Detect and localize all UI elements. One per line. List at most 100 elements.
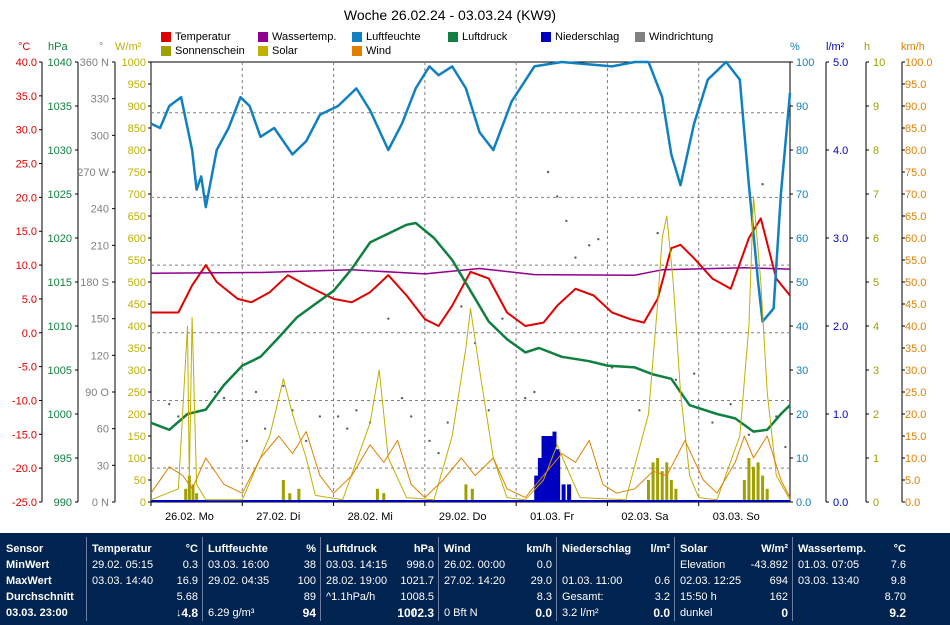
- stats-column-header: Luftdruck hPa: [326, 541, 438, 557]
- windrichtung-point: [674, 378, 678, 381]
- windrichtung-point: [460, 305, 463, 308]
- stats-row: Elevation -43.892: [680, 557, 792, 573]
- rain-tick-label: 3.0: [833, 233, 848, 245]
- series-layer: [150, 60, 792, 501]
- wind-tick-label: 95.0: [905, 79, 926, 91]
- sonnenschein-bar: [765, 488, 769, 502]
- solar-tick-label: 650: [128, 211, 146, 223]
- sun-tick-label: 10: [873, 57, 885, 69]
- solar-tick-label: 250: [128, 387, 146, 399]
- sun-tick-label: 2: [873, 409, 879, 421]
- humidity-tick-label: 40: [796, 321, 808, 333]
- wind-tick-label: 85.0: [905, 123, 926, 135]
- pressure-tick-label: 1010: [48, 321, 72, 333]
- stats-column-separator: [792, 537, 793, 621]
- stats-column-title: Solar: [680, 543, 708, 555]
- sun-tick-label: 3: [873, 365, 879, 377]
- sun-tick-label: 7: [873, 189, 879, 201]
- stats-value: 38: [303, 559, 316, 571]
- pressure-tick-label: 1040: [48, 57, 72, 69]
- stats-label: MinWert: [6, 559, 50, 571]
- series-line-luftdruck: [150, 221, 791, 433]
- pressure-tick-label: 1005: [48, 365, 72, 377]
- stats-value: 94: [302, 606, 316, 620]
- sonnenschein-bar: [751, 466, 755, 502]
- solar-tick-label: 0: [140, 497, 146, 509]
- stats-column-unit: %: [306, 543, 316, 555]
- temp-tick-label: 35.0: [16, 91, 37, 103]
- direction-tick-label: 240: [91, 204, 109, 216]
- temp-tick-label: 30.0: [16, 125, 37, 137]
- series-line-wind: [150, 431, 791, 499]
- pressure-tick-label: 990: [54, 497, 72, 509]
- sonnenschein-bar: [660, 471, 664, 502]
- temp-unit-label: °C: [18, 41, 30, 53]
- stats-row: 27.02. 14:20 29.0: [444, 573, 556, 589]
- stats-row: 03.03. 16:00 38: [208, 557, 320, 573]
- stats-row: 02.03. 12:25 694: [680, 573, 792, 589]
- stats-column-title: Sensor: [6, 543, 44, 555]
- stats-row: 03.03. 14:40 16.9: [92, 573, 202, 589]
- windrichtung-point: [574, 256, 577, 259]
- x-axis-labels: 26.02. Mo 27.02. Di 28.02. Mi 29.02. Do 01.0…: [150, 502, 760, 523]
- temp-tick-label: 20.0: [16, 192, 37, 204]
- legend-label: Sonnenschein: [175, 45, 245, 57]
- stats-column-title: Temperatur: [92, 543, 152, 555]
- sonnenschein-bar: [288, 493, 292, 502]
- stats-row: 26.02. 00:00 0.0: [444, 557, 556, 573]
- windrichtung-point: [597, 238, 600, 241]
- sonnenschein-bar: [747, 458, 751, 502]
- sun-tick-label: 8: [873, 145, 879, 157]
- stats-column-header: Temperatur °C: [92, 541, 202, 557]
- direction-tick-label: 60: [97, 424, 109, 436]
- sonnenschein-bar: [761, 475, 765, 502]
- stats-value: 89: [303, 591, 316, 603]
- windrichtung-point: [263, 427, 267, 430]
- solar-tick-label: 400: [128, 321, 146, 333]
- legend-swatch: [635, 32, 645, 42]
- legend-label: Wind: [366, 45, 392, 57]
- wind-tick-label: 50.0: [905, 277, 926, 289]
- wind-unit-label: km/h: [901, 41, 925, 53]
- sun-unit-label: h: [864, 41, 870, 53]
- sonnenschein-bar: [382, 493, 386, 502]
- stats-column-unit: °C: [185, 543, 198, 555]
- windrichtung-point: [318, 415, 322, 418]
- humidity-unit-label: %: [790, 41, 800, 53]
- stats-value: 8.3: [536, 591, 552, 603]
- solar-tick-label: 500: [128, 277, 146, 289]
- pressure-unit-label: hPa: [48, 41, 68, 53]
- pressure-tick-label: 1030: [48, 145, 72, 157]
- windrichtung-point: [282, 384, 285, 388]
- stats-value: 3.2: [654, 591, 670, 603]
- wind-tick-label: 25.0: [905, 387, 926, 399]
- humidity-tick-label: 70: [796, 189, 808, 201]
- stats-label: 27.02. 14:20: [444, 575, 506, 587]
- pressure-tick-label: 1025: [48, 189, 72, 201]
- stats-row: 01.03. 07:05 7.6: [798, 557, 910, 573]
- windrichtung-point: [711, 421, 714, 424]
- stats-value: 100: [297, 575, 316, 587]
- series-line-luftfeuchte: [150, 60, 792, 323]
- niederschlag-bar: [548, 436, 553, 502]
- stats-label: 03.03. 23:00: [6, 607, 68, 619]
- windrichtung-point: [587, 244, 591, 247]
- stats-column-title: Luftdruck: [326, 543, 377, 555]
- sun-tick-label: 6: [873, 233, 879, 245]
- niederschlag-bar: [556, 449, 561, 502]
- sonnenschein-bar: [184, 488, 188, 502]
- stats-row: 15:50 h 162: [680, 589, 792, 605]
- pressure-tick-label: 1015: [48, 277, 72, 289]
- sonnenschein-bar: [375, 488, 379, 502]
- legend-label: Temperatur: [175, 31, 231, 43]
- stats-label: Gesamt:: [562, 591, 604, 603]
- windrichtung-point: [556, 195, 559, 198]
- axes-layer: 40.035.030.025.020.015.010.05.00.0-5.0-1…: [12, 57, 933, 509]
- stats-panel: Sensor MinWert MaxWert Durchschnitt 03.03. 2…: [0, 533, 950, 625]
- stats-label: ^1.1hPa/h: [326, 591, 376, 603]
- legend-label: Luftfeuchte: [366, 31, 421, 43]
- stats-label: 0 Bft N: [444, 607, 478, 619]
- stats-value: 0.0: [536, 559, 552, 571]
- solar-tick-label: 850: [128, 123, 146, 135]
- x-tick-label: 29.02. Do: [439, 511, 487, 523]
